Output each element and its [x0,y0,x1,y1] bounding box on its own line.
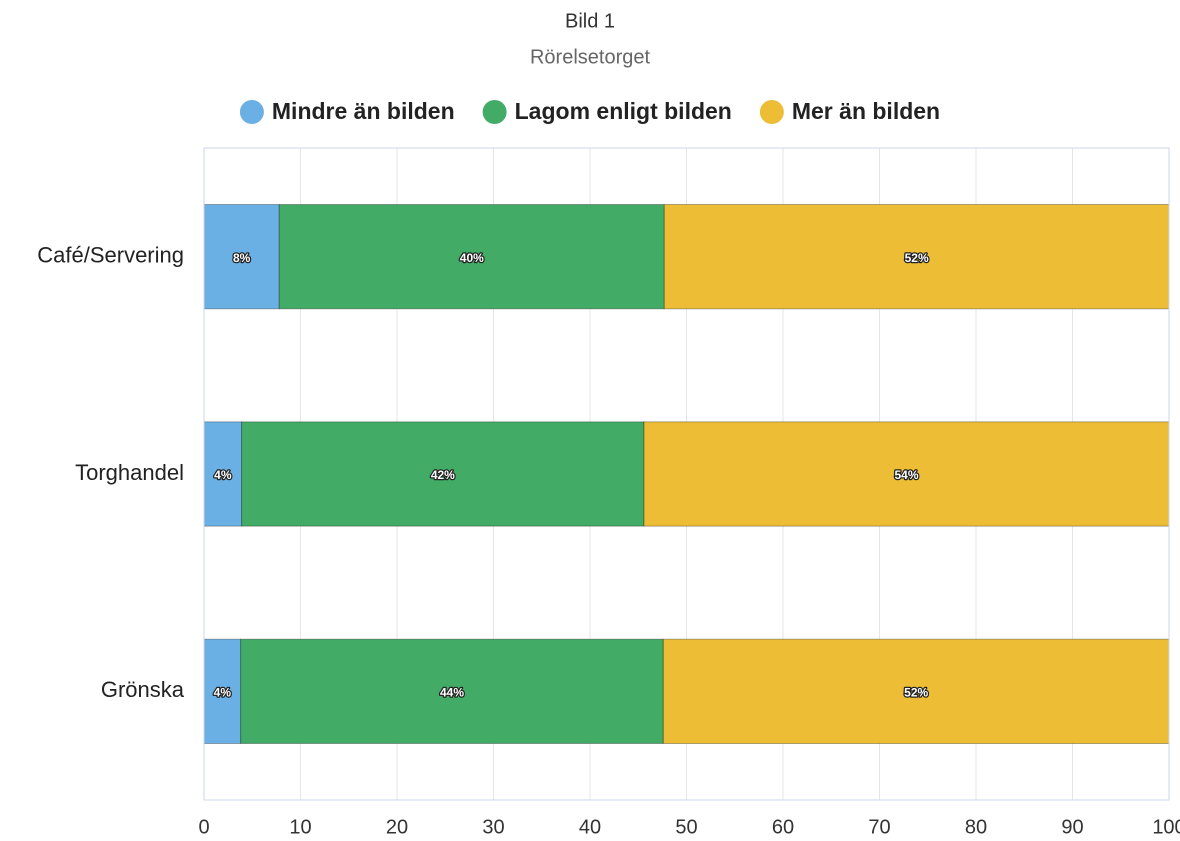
bar-segment [643,421,1170,527]
bar-segment [241,421,645,527]
x-tick-label: 70 [868,816,890,838]
data-label: 8% [233,251,251,265]
data-label: 52% [905,251,929,265]
bar-segment [203,638,242,744]
data-label: 42% [431,468,455,482]
legend-marker [239,100,264,124]
x-tick-label: 90 [1061,816,1083,838]
bar-segment [203,421,243,527]
x-tick-label: 40 [579,816,601,838]
x-tick-label: 20 [386,816,408,838]
data-label: 4% [214,468,232,482]
x-tick-label: 80 [965,816,987,838]
legend-marker [759,100,784,124]
bars: 8% 40% 52% 4% 42% 54% 4% 44% 52% [203,204,1170,744]
bar-segment [663,204,1170,310]
chart-title: Bild 1 [565,10,615,32]
legend: Mindre än bilden Lagom enligt bilden Mer ä… [239,98,940,124]
x-tick-label: 100 [1152,816,1180,838]
x-tick-label: 10 [289,816,311,838]
y-tick-label: Grönska [101,677,185,702]
data-label: 40% [460,251,484,265]
data-label: 44% [440,686,464,700]
x-tick-label: 50 [675,816,697,838]
legend-marker [482,100,507,124]
bar-segment [203,204,280,310]
x-tick-label: 30 [482,816,504,838]
plot-border [203,147,1170,801]
y-tick-label: Torghandel [75,460,184,485]
bar-segment [662,638,1170,744]
legend-label: Mindre än bilden [272,98,455,124]
data-label: 4% [214,686,232,700]
x-tick-label: 60 [772,816,794,838]
data-label: 54% [895,468,919,482]
legend-label: Lagom enligt bilden [515,98,732,124]
x-tick-label: 0 [198,816,209,838]
chart-subtitle: Rörelsetorget [530,46,651,68]
legend-label: Mer än bilden [792,98,940,124]
bar-segment [278,204,665,310]
data-label: 52% [904,686,928,700]
y-tick-label: Café/Servering [37,242,184,267]
